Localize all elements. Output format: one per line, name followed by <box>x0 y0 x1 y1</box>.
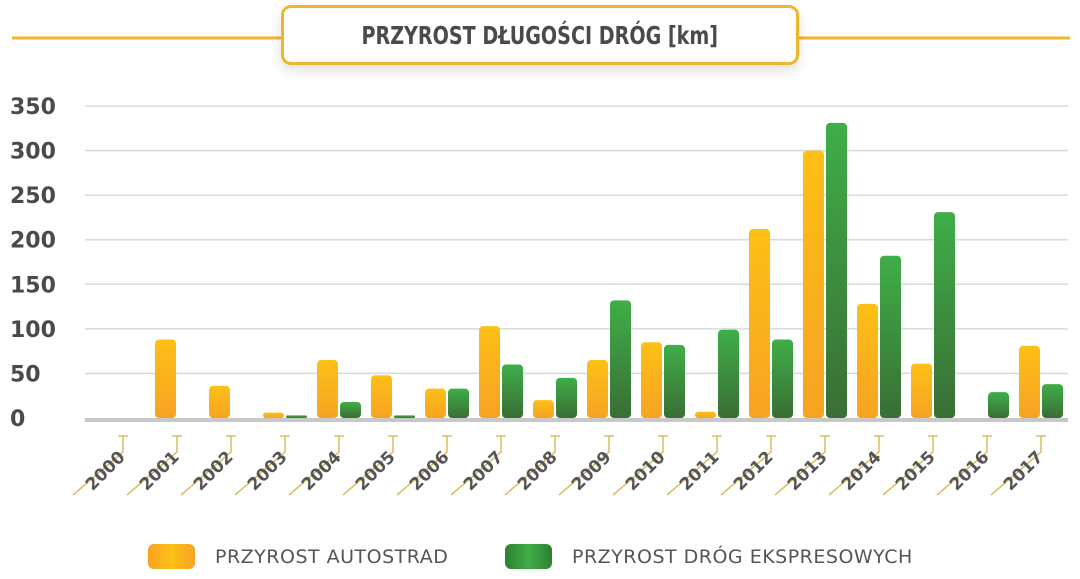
x-tick-label: 2014 <box>838 447 886 495</box>
bar-ekspresowe-2006 <box>448 388 469 418</box>
bar-autostrady-2017 <box>1019 345 1040 418</box>
bar-ekspresowe-2004 <box>340 401 361 418</box>
x-tick-label: 2004 <box>298 447 346 495</box>
x-tick-mark <box>180 435 236 496</box>
bar-autostrady-2014 <box>857 303 878 418</box>
x-tick-mark <box>828 435 884 496</box>
x-tick-mark <box>666 435 722 496</box>
bar-ekspresowe-2011 <box>718 329 739 418</box>
legend-label: PRZYROST AUTOSTRAD <box>215 545 449 568</box>
x-tick-label: 2003 <box>244 447 292 495</box>
legend-item-ekspresowe: PRZYROST DRÓG EKSPRESOWYCH <box>505 544 913 569</box>
x-tick-label: 2010 <box>622 447 670 495</box>
x-tick-label: 2013 <box>784 447 832 495</box>
y-tick-label: 250 <box>10 184 56 209</box>
y-tick-label: 0 <box>10 407 25 432</box>
chart-title: PRZYROST DŁUGOŚCI DRÓG [km] <box>361 20 719 50</box>
x-tick-mark <box>396 435 452 496</box>
x-tick-label: 2015 <box>892 447 940 495</box>
bar-autostrady-2001 <box>155 339 176 418</box>
bar-ekspresowe-2009 <box>610 300 631 418</box>
y-tick-label: 350 <box>10 95 56 120</box>
bar-ekspresowe-2015 <box>934 212 955 418</box>
bar-autostrady-2005 <box>371 375 392 418</box>
legend-swatch-orange <box>148 544 195 569</box>
x-tick-label: 2005 <box>352 447 400 495</box>
x-tick-mark <box>72 435 128 496</box>
bar-autostrady-2002 <box>209 385 230 418</box>
y-tick-label: 50 <box>10 362 41 387</box>
x-tick-label: 2001 <box>136 447 184 495</box>
y-tick-label: 200 <box>10 229 56 254</box>
bar-ekspresowe-2005 <box>394 415 415 418</box>
bar-ekspresowe-2010 <box>664 344 685 418</box>
x-tick-mark <box>936 435 992 496</box>
chart-title-box: PRZYROST DŁUGOŚCI DRÓG [km] <box>281 5 799 65</box>
x-tick-label: 2012 <box>730 447 778 495</box>
x-tick-label: 2007 <box>460 447 508 495</box>
legend-item-autostrady: PRZYROST AUTOSTRAD <box>148 544 448 569</box>
x-tick-mark <box>774 435 830 496</box>
x-tick-mark <box>234 435 290 496</box>
bar-autostrady-2004 <box>317 360 338 418</box>
x-tick-mark <box>126 435 182 496</box>
x-tick-label: 2008 <box>514 447 562 495</box>
bar-autostrady-2007 <box>479 326 500 418</box>
x-tick-mark <box>612 435 668 496</box>
x-tick-mark <box>558 435 614 496</box>
bar-ekspresowe-2016 <box>988 392 1009 418</box>
bar-autostrady-2009 <box>587 360 608 418</box>
x-tick-label: 2006 <box>406 447 454 495</box>
x-tick-mark <box>504 435 560 496</box>
bar-autostrady-2011 <box>695 411 716 418</box>
x-tick-label: 2016 <box>946 447 994 495</box>
bar-ekspresowe-2017 <box>1042 384 1063 418</box>
y-tick-label: 100 <box>10 318 56 343</box>
bar-ekspresowe-2014 <box>880 255 901 418</box>
x-tick-mark <box>450 435 506 496</box>
bar-autostrady-2006 <box>425 388 446 418</box>
bar-autostrady-2012 <box>749 229 770 418</box>
bar-ekspresowe-2012 <box>772 339 793 418</box>
y-tick-label: 300 <box>10 140 56 165</box>
x-tick-mark <box>342 435 398 496</box>
bar-ekspresowe-2003 <box>286 415 307 418</box>
legend-swatch-green <box>505 544 552 569</box>
bar-autostrady-2013 <box>803 150 824 419</box>
bar-autostrady-2010 <box>641 342 662 418</box>
legend-label: PRZYROST DRÓG EKSPRESOWYCH <box>572 545 913 568</box>
x-tick-label: 2009 <box>568 447 616 495</box>
bar-ekspresowe-2008 <box>556 377 577 418</box>
bar-autostrady-2003 <box>263 412 284 418</box>
x-tick-mark <box>990 435 1046 496</box>
x-tick-label: 2000 <box>82 447 130 495</box>
x-tick-mark <box>882 435 938 496</box>
bar-autostrady-2015 <box>911 363 932 418</box>
y-tick-label: 150 <box>10 273 56 298</box>
bar-autostrady-2008 <box>533 400 554 418</box>
x-tick-label: 2017 <box>1000 447 1048 495</box>
bar-ekspresowe-2013 <box>826 122 847 419</box>
x-tick-label: 2002 <box>190 447 238 495</box>
x-tick-mark <box>720 435 776 496</box>
bar-ekspresowe-2007 <box>502 364 523 418</box>
x-tick-mark <box>288 435 344 496</box>
x-tick-label: 2011 <box>676 447 724 495</box>
